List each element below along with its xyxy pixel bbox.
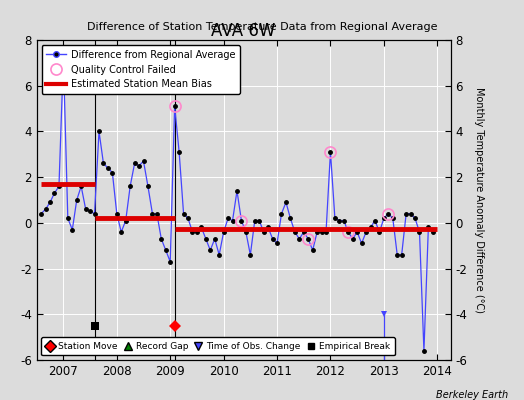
Title: AVA 6W: AVA 6W (212, 22, 276, 40)
Y-axis label: Monthly Temperature Anomaly Difference (°C): Monthly Temperature Anomaly Difference (… (474, 87, 484, 313)
Legend: Station Move, Record Gap, Time of Obs. Change, Empirical Break: Station Move, Record Gap, Time of Obs. C… (41, 338, 395, 356)
Text: Berkeley Earth: Berkeley Earth (436, 390, 508, 400)
Text: Difference of Station Temperature Data from Regional Average: Difference of Station Temperature Data f… (87, 22, 437, 32)
